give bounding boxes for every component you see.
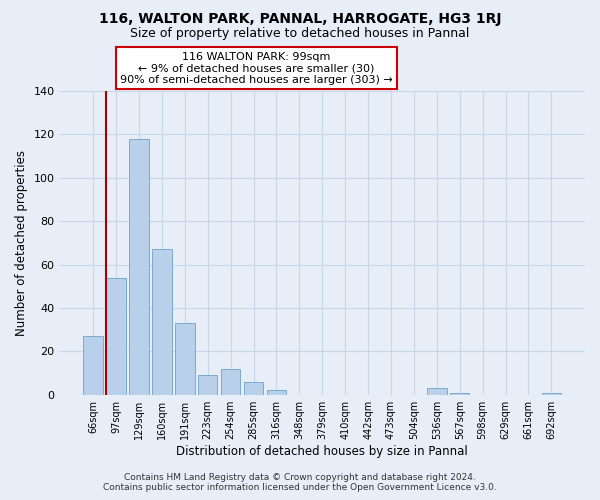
Bar	[106, 278, 126, 394]
Bar	[450, 392, 469, 394]
Text: Size of property relative to detached houses in Pannal: Size of property relative to detached ho…	[130, 28, 470, 40]
Bar	[542, 392, 561, 394]
Bar	[427, 388, 446, 394]
Bar	[267, 390, 286, 394]
Bar	[175, 323, 194, 394]
Bar	[244, 382, 263, 394]
X-axis label: Distribution of detached houses by size in Pannal: Distribution of detached houses by size …	[176, 444, 468, 458]
Text: 116, WALTON PARK, PANNAL, HARROGATE, HG3 1RJ: 116, WALTON PARK, PANNAL, HARROGATE, HG3…	[99, 12, 501, 26]
Text: 116 WALTON PARK: 99sqm
← 9% of detached houses are smaller (30)
90% of semi-deta: 116 WALTON PARK: 99sqm ← 9% of detached …	[120, 52, 393, 85]
Bar	[221, 368, 241, 394]
Text: Contains HM Land Registry data © Crown copyright and database right 2024.
Contai: Contains HM Land Registry data © Crown c…	[103, 473, 497, 492]
Bar	[198, 375, 217, 394]
Y-axis label: Number of detached properties: Number of detached properties	[15, 150, 28, 336]
Bar	[152, 250, 172, 394]
Bar	[129, 138, 149, 394]
Bar	[83, 336, 103, 394]
